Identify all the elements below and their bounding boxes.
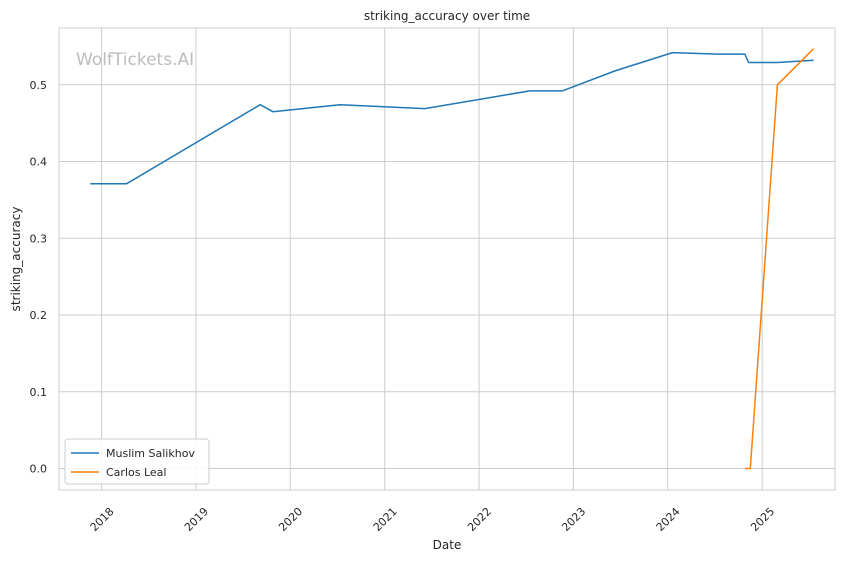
x-tick-label: 2025 (748, 505, 777, 534)
y-tick-label: 0.3 (30, 232, 48, 245)
x-axis-label: Date (433, 538, 462, 552)
series-layer (90, 48, 815, 470)
x-tick-label: 2023 (559, 505, 588, 534)
watermark-text: WolfTickets.AI (76, 50, 194, 70)
x-axis-ticks: 2018 2019 2020 2021 2022 2023 2024 2025 (88, 505, 778, 534)
series-line-muslim-salikhov (90, 51, 814, 185)
x-tick-label: 2022 (465, 505, 494, 534)
legend-box (64, 438, 210, 485)
y-tick-label: 0.4 (30, 156, 48, 169)
y-tick-label: 0.1 (30, 386, 48, 399)
x-tick-label: 2019 (182, 505, 211, 534)
plot-area (58, 27, 836, 491)
y-tick-label: 0.5 (30, 79, 48, 92)
y-tick-label: 0.2 (30, 309, 48, 322)
x-tick-label: 2018 (88, 505, 117, 534)
legend-label-muslim-salikhov: Muslim Salikhov (106, 447, 195, 460)
grid-lines (59, 28, 835, 490)
y-axis-ticks: 0.0 0.1 0.2 0.3 0.4 0.5 (30, 79, 48, 476)
x-tick-label: 2024 (654, 505, 683, 534)
legend: Muslim Salikhov Carlos Leal (64, 438, 210, 485)
y-tick-label: 0.0 (30, 463, 48, 476)
x-tick-label: 2020 (276, 505, 305, 534)
y-axis-label: striking_accuracy (9, 207, 23, 312)
x-tick-label: 2021 (371, 505, 400, 534)
chart-title: striking_accuracy over time (364, 9, 530, 23)
series-line-carlos-leal (744, 48, 815, 470)
legend-label-carlos-leal: Carlos Leal (106, 466, 166, 479)
